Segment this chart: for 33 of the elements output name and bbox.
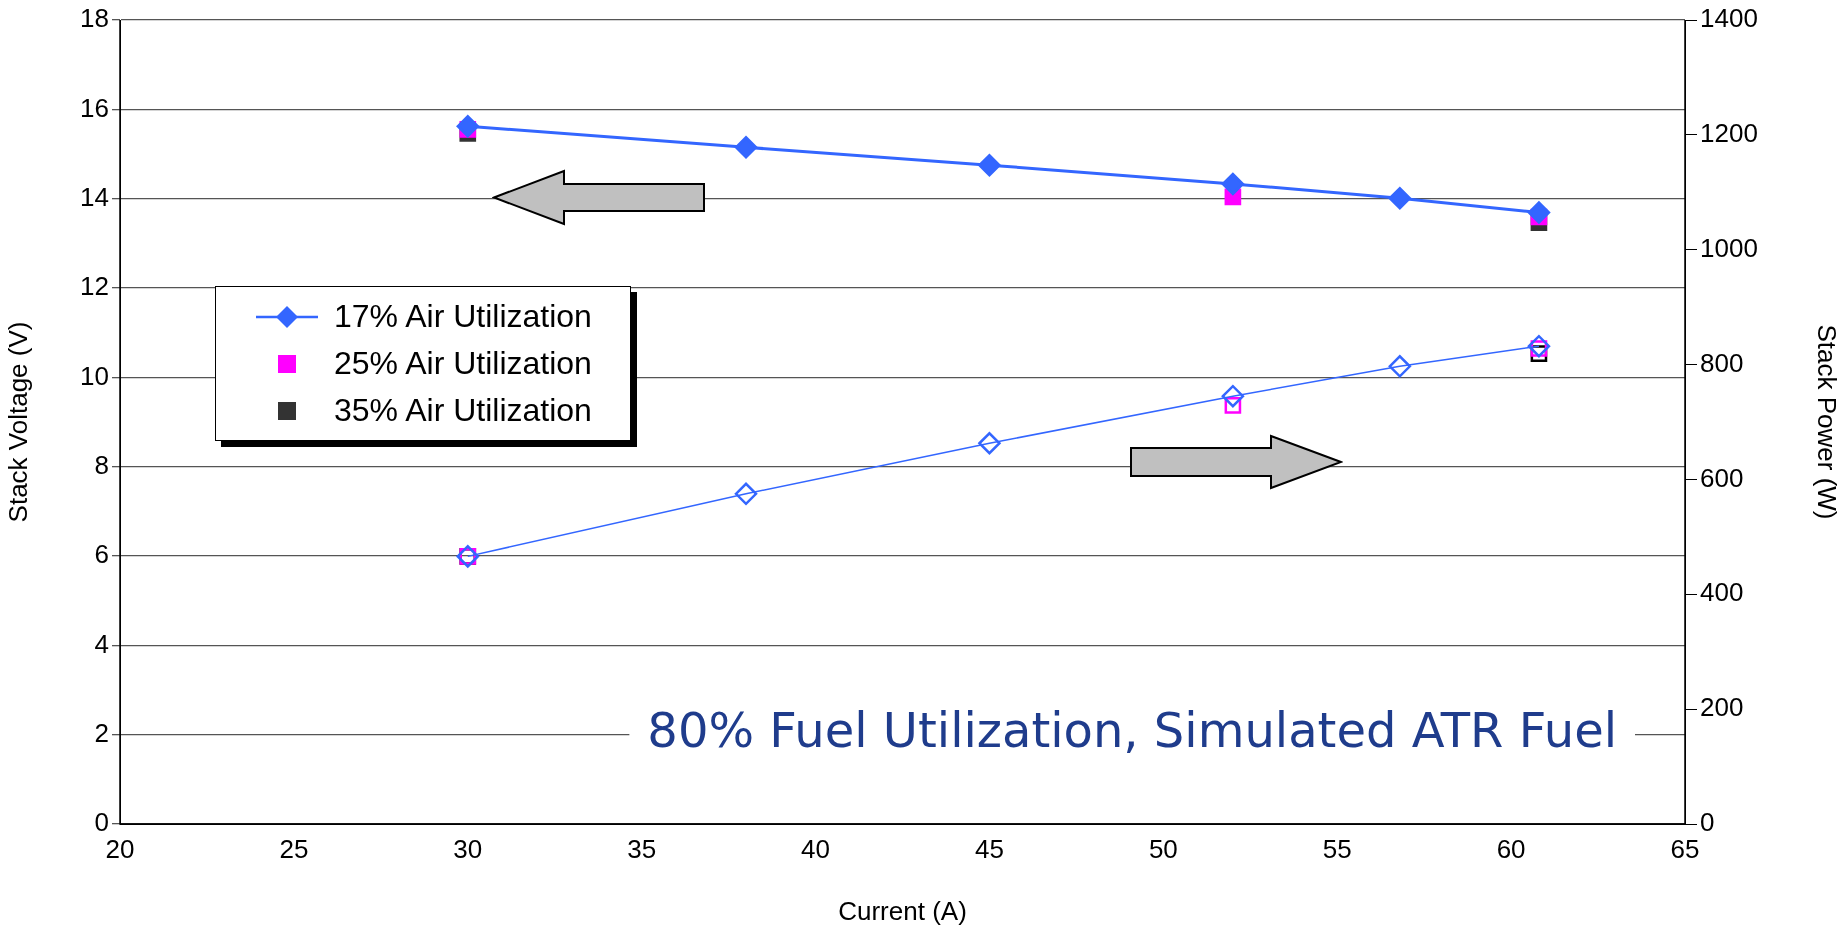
y-axis-title: Stack Voltage (V) [2, 321, 33, 523]
y-tick-label: 10 [80, 360, 109, 391]
x-tick-label: 35 [627, 833, 657, 864]
x-tick-label: 30 [453, 833, 483, 864]
y2-tick-label: 1000 [1700, 232, 1758, 263]
y-tick-label: 2 [94, 717, 109, 748]
legend-label: 35% Air Utilization [334, 392, 592, 429]
y2-axis-title: Stack Power (W) [1812, 324, 1843, 520]
x-tick-label: 60 [1496, 833, 1526, 864]
x-tick-label: 65 [1670, 833, 1700, 864]
y2-tick-label: 400 [1700, 577, 1744, 608]
annotation: 80% Fuel Utilization, Simulated ATR Fuel [647, 702, 1617, 759]
y-tick-label: 8 [94, 449, 109, 480]
y-tick-label: 6 [94, 539, 109, 570]
y2-tick-label: 800 [1700, 347, 1744, 378]
x-tick-label: 45 [974, 833, 1004, 864]
y2-tick-label: 200 [1700, 692, 1744, 723]
y2-tick-label: 1400 [1700, 3, 1758, 34]
y-tick-label: 12 [80, 271, 109, 302]
y2-tick-label: 0 [1700, 807, 1715, 838]
y-tick-label: 16 [80, 92, 109, 123]
x-axis-title: Current (A) [838, 895, 967, 926]
legend-label: 17% Air Utilization [334, 298, 592, 335]
y2-tick-label: 1200 [1700, 118, 1758, 149]
y-tick-label: 14 [80, 181, 109, 212]
legend-label: 25% Air Utilization [334, 345, 592, 382]
y2-tick-label: 600 [1700, 462, 1744, 493]
y-tick-label: 18 [80, 3, 109, 34]
y-tick-label: 4 [94, 628, 109, 659]
x-tick-label: 25 [279, 833, 309, 864]
x-tick-label: 40 [801, 833, 831, 864]
x-tick-label: 55 [1322, 833, 1352, 864]
x-tick-label: 50 [1148, 833, 1178, 864]
